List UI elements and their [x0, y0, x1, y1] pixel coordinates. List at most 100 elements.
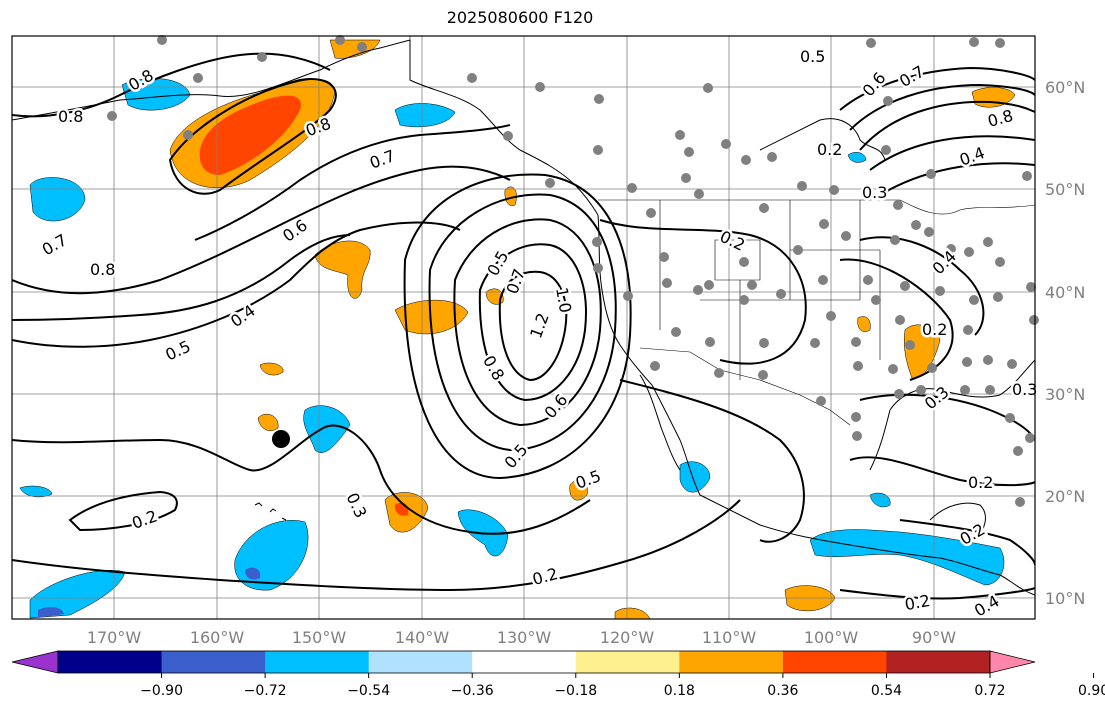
contour-label: 1.0 [552, 286, 575, 314]
lat-label: 30°N [1045, 385, 1085, 404]
contour-ne-4 [869, 135, 1035, 171]
colorbar-tick-label: 0.72 [974, 683, 1005, 699]
contour-low-4 [428, 193, 617, 452]
lon-label: 110°W [702, 628, 757, 647]
shade-orange-mid4 [504, 186, 517, 206]
plot-title: 2025080600 F120 [446, 8, 594, 27]
contour-0.4 [12, 234, 351, 321]
shade-red-goa [199, 95, 301, 175]
contour-label: 1.2 [526, 310, 553, 340]
lat-label: 10°N [1045, 589, 1085, 608]
colorbar-segment [472, 651, 577, 673]
contour-low-3 [453, 218, 602, 427]
contour-label: 0.4 [227, 301, 259, 331]
contour-0.8-gulf [168, 78, 337, 195]
coast-gulf [869, 359, 1035, 471]
contour-ne-2 [849, 83, 1035, 131]
shaded-anomalies [19, 39, 1016, 619]
political-borders [409, 36, 1035, 426]
shade-darkblue-s3 [38, 606, 64, 618]
shade-orange-hawaii1 [259, 362, 284, 376]
contour-low-1 [498, 270, 568, 382]
coast-alaska [12, 39, 411, 121]
colorbar-segment [265, 651, 370, 673]
colorbar-tick-label: 0.36 [767, 683, 798, 699]
lon-label: 100°W [804, 628, 859, 647]
contour-label: 0.4 [957, 143, 987, 170]
contour-0.3 [12, 424, 591, 535]
contour-gulf-2 [849, 456, 1035, 487]
shade-blue-s4 [19, 485, 53, 498]
highlight-point-marker [272, 430, 290, 448]
coast-baja [639, 374, 701, 496]
lon-label: 160°W [190, 628, 245, 647]
contour-ne-5 [879, 162, 1035, 196]
graticule [12, 36, 1035, 619]
lon-label: 170°W [87, 628, 142, 647]
contour-0.5 [12, 221, 461, 348]
contour-label: 0.5 [162, 337, 193, 365]
colorbar-tick-label: 0.18 [664, 683, 695, 699]
colorbar-segment [679, 651, 784, 673]
colorbar-segment [161, 651, 266, 673]
contour-east-1 [599, 219, 807, 365]
shade-orange-hawaii2 [257, 413, 279, 431]
contour-label: 0.6 [279, 215, 311, 245]
shade-blue-s1 [234, 520, 309, 591]
contour-ne-1 [839, 66, 1035, 111]
lat-label: 20°N [1045, 487, 1085, 506]
contour-east-2 [619, 379, 805, 543]
contour-label: 0.5 [800, 47, 825, 66]
border-us-canada [598, 199, 1035, 215]
lon-label: 150°W [292, 628, 347, 647]
contour-label: 0.2 [817, 140, 842, 159]
contour-label: 0.3 [1012, 380, 1037, 399]
colorbar-segment [886, 651, 991, 673]
state-lines [659, 200, 881, 380]
lon-label: 140°W [395, 628, 450, 647]
lon-label: 130°W [497, 628, 552, 647]
shade-darkblue-s1 [245, 567, 261, 580]
colorbar-segment [575, 651, 680, 673]
shade-blue-gulf [394, 103, 456, 128]
shade-blue-e [869, 492, 891, 508]
coastlines [12, 39, 1035, 596]
contour-label: 0.8 [986, 106, 1016, 131]
contour-label: 0.2 [922, 320, 947, 339]
contour-0.8-nw [12, 52, 331, 118]
shade-blue-w [29, 177, 86, 222]
colorbar-tick-label: −0.36 [451, 683, 494, 699]
contour-label: 0.8 [479, 352, 508, 384]
contour-label: 0.3 [343, 490, 371, 521]
shade-blue-ca [809, 529, 1005, 586]
contour-label: 0.2 [129, 506, 159, 533]
contour-label: 0.3 [921, 382, 953, 413]
shade-orange-cent [857, 316, 871, 332]
colorbar-extend-high [989, 650, 1036, 674]
colorbar-tick-label: −0.18 [554, 683, 597, 699]
coast-bc [409, 40, 599, 216]
contour-0.2-s [12, 499, 741, 592]
contour-low-5 [403, 173, 632, 480]
colorbar-tick-label: −0.90 [140, 683, 183, 699]
contour-lines [12, 52, 1035, 600]
contour-label: 0.2 [530, 564, 560, 589]
colorbar-tick-label: 0.54 [871, 683, 902, 699]
shade-orange-mid1 [314, 240, 371, 299]
hawaii-islands [254, 502, 287, 521]
contour-label: 0.5 [501, 440, 532, 472]
contour-sea-1 [839, 587, 1035, 600]
shade-orange-mid3 [485, 288, 504, 305]
shade-orange-s7 [614, 607, 651, 619]
contour-label: 0.8 [90, 260, 115, 279]
contour-0.2-sw [68, 490, 178, 532]
coast-mexico [699, 494, 1035, 596]
contour-label: 0.7 [367, 146, 397, 173]
colorbar-tick-label: −0.72 [244, 683, 287, 699]
colorbar-frame [57, 650, 991, 674]
contour-se [859, 393, 1035, 441]
shade-orange-north [329, 39, 381, 59]
contour-label: 0.5 [573, 466, 603, 493]
contour-ne-3 [859, 100, 1035, 151]
contour-label: 0.3 [862, 183, 887, 202]
